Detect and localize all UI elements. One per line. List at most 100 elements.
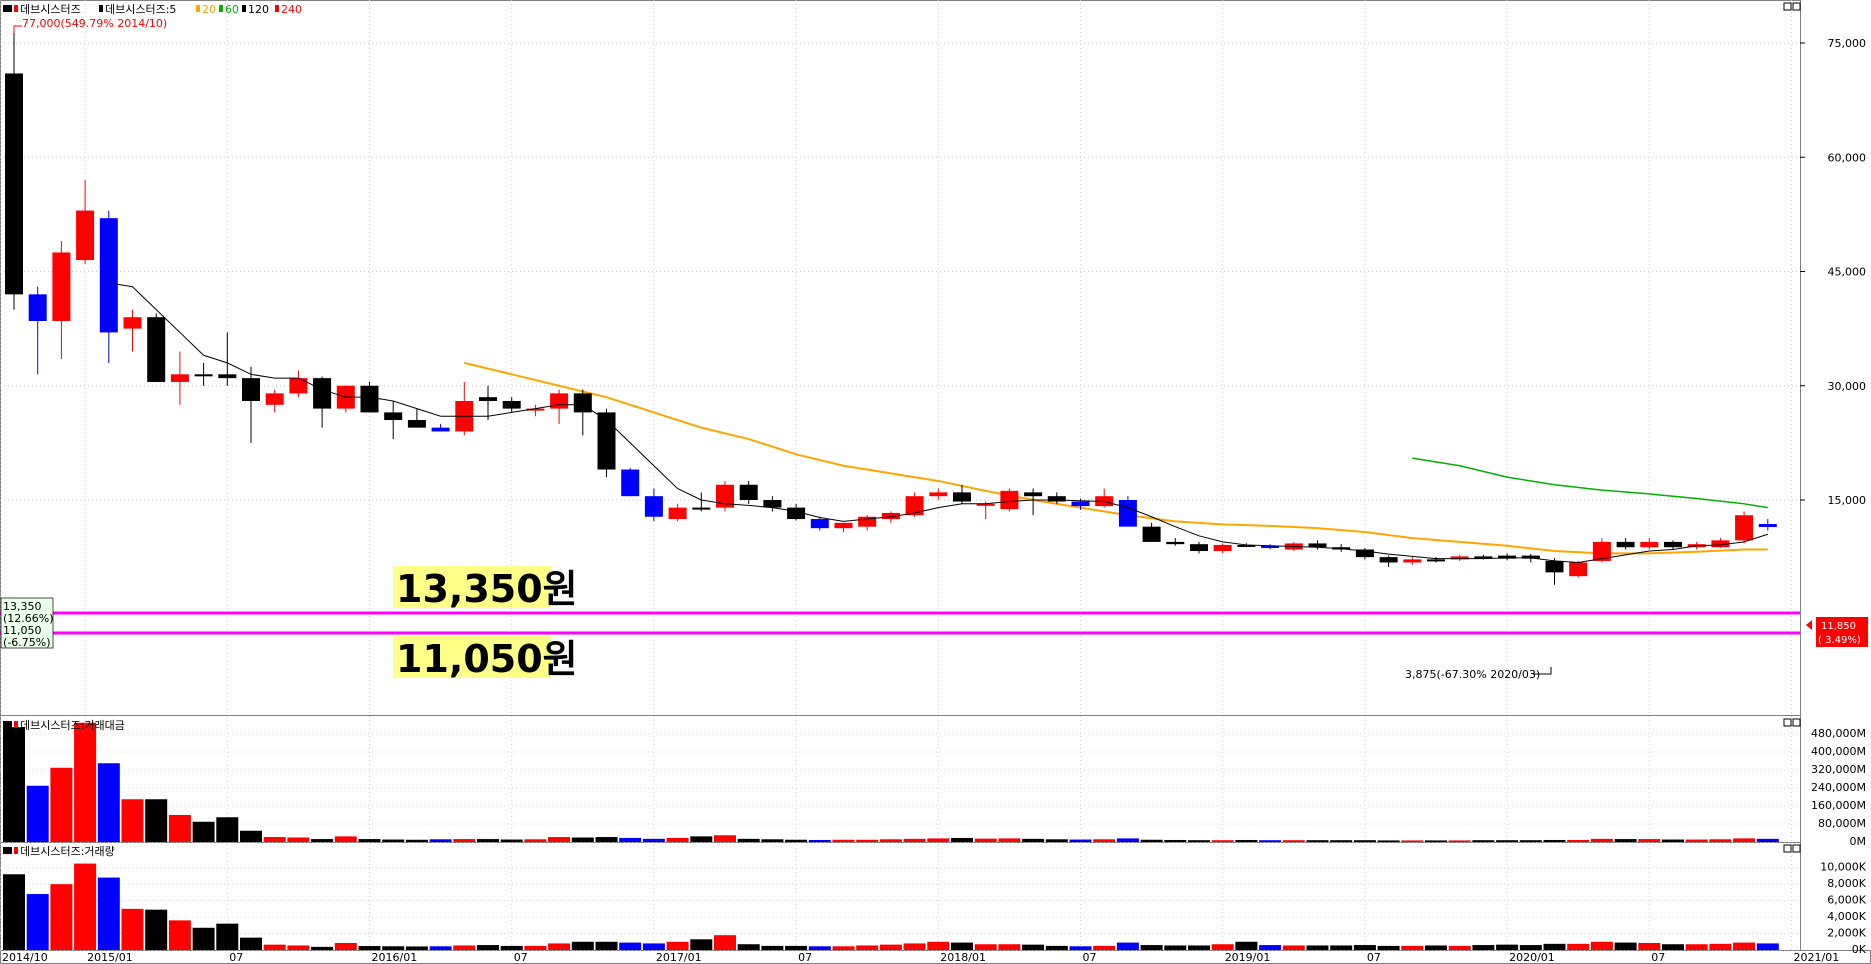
- volume-bar: [26, 894, 49, 950]
- legend-amount: 데브시스터즈:거래대금: [20, 719, 125, 732]
- current-price-arrow: [1806, 620, 1812, 630]
- volume-bar: [856, 945, 879, 950]
- candles: [5, 27, 1777, 585]
- price-tick-label: 75,000: [1828, 37, 1867, 50]
- price-legend-icon[interactable]: [3, 5, 12, 12]
- amount-bar: [974, 838, 997, 842]
- volume-bar: [1472, 945, 1495, 950]
- amount-bar: [287, 837, 310, 842]
- volume-bar: [382, 946, 405, 950]
- x-tick-label: 2014/10: [2, 951, 48, 964]
- x-tick-label: 2016/01: [372, 951, 418, 964]
- candle-body: [1521, 555, 1540, 559]
- volume-bar: [1685, 944, 1708, 950]
- amount-bar: [927, 838, 950, 842]
- volume-bar: [1116, 942, 1139, 950]
- amount-bar: [1519, 840, 1542, 842]
- ma20-line: [464, 361, 1768, 555]
- volume-bar: [1353, 945, 1376, 950]
- candle-body: [692, 507, 711, 510]
- amount-panel-frame: [0, 715, 1801, 843]
- candle-body: [644, 496, 663, 517]
- candle-body: [479, 397, 497, 401]
- volume-bar: [1140, 945, 1163, 950]
- x-tick-label: 07: [1651, 951, 1665, 964]
- left-low-pct: (-6.75%): [3, 636, 51, 649]
- volume-bar: [524, 945, 547, 950]
- amount-bar: [500, 839, 523, 842]
- amount-bar: [382, 839, 405, 842]
- volume-bar: [548, 943, 571, 950]
- price-maximize-button[interactable]: [1783, 2, 1792, 11]
- amount-bar: [785, 839, 808, 842]
- candle-body: [1427, 559, 1445, 562]
- amount-bar: [1282, 840, 1305, 842]
- amount-bar: [690, 836, 713, 842]
- amount-close-button[interactable]: [1792, 718, 1801, 727]
- volume-bar: [3, 874, 25, 950]
- candle-body: [573, 393, 592, 413]
- amount-bar: [334, 836, 357, 842]
- amount-bar: [548, 837, 571, 842]
- candle-body: [1758, 523, 1777, 528]
- volume-bar: [737, 944, 760, 950]
- candle-body: [194, 374, 213, 377]
- candle-body: [810, 519, 829, 529]
- amount-bar: [121, 799, 144, 842]
- volume-tick-label: 2,000K: [1827, 927, 1866, 940]
- volume-bar: [642, 943, 665, 950]
- amount-bar: [737, 838, 760, 842]
- volume-bars: [3, 863, 1779, 950]
- volume-bar: [405, 946, 428, 950]
- price-close-button[interactable]: [1792, 2, 1801, 11]
- amount-tick-label: 160,000M: [1811, 799, 1866, 812]
- volume-close-button[interactable]: [1792, 844, 1801, 853]
- candle-body: [313, 378, 332, 409]
- candle-body: [526, 408, 545, 411]
- amount-bar: [1685, 839, 1708, 842]
- candle-body: [407, 420, 426, 428]
- min-annotation: 3,875(-67.30% 2020/03): [1405, 668, 1540, 681]
- amount-bar: [1022, 838, 1045, 842]
- volume-bar: [97, 877, 120, 950]
- volume-bar: [714, 935, 736, 950]
- label-low: 11,050원: [396, 637, 578, 681]
- volume-bar: [168, 920, 191, 950]
- amount-bar: [903, 838, 926, 842]
- amount-bar: [311, 839, 334, 842]
- candle-body: [1261, 545, 1280, 548]
- volume-bar: [429, 946, 452, 950]
- amount-bar: [358, 839, 381, 842]
- candle-body: [265, 393, 284, 405]
- volume-bar: [1282, 945, 1305, 950]
- volume-bar: [1069, 946, 1092, 950]
- candle-body: [1024, 492, 1043, 497]
- amount-bar: [1306, 840, 1329, 842]
- amount-bars: [3, 722, 1779, 842]
- amount-bar: [1069, 839, 1092, 842]
- volume-legend: 데브시스터즈:거래량: [3, 845, 115, 858]
- candle-body: [976, 503, 995, 506]
- volume-bar: [1093, 945, 1116, 950]
- amount-maximize-button[interactable]: [1783, 718, 1792, 727]
- candle-body: [5, 73, 23, 295]
- x-axis-labels: 2014/10 2015/01 07 2016/01 07 2017/01 07 2018/0…: [2, 951, 1839, 964]
- volume-bar: [1662, 944, 1684, 950]
- amount-bar: [666, 837, 689, 842]
- volume-bar: [240, 937, 262, 950]
- volume-bar: [1330, 945, 1353, 950]
- amount-legend-icon[interactable]: [3, 721, 12, 728]
- amount-bar: [714, 835, 736, 842]
- amount-bar: [1709, 839, 1732, 842]
- volume-bar: [1756, 943, 1779, 950]
- volume-bar: [121, 908, 144, 950]
- amount-bar: [1045, 839, 1068, 842]
- volume-legend-icon[interactable]: [3, 847, 12, 854]
- candle-body: [881, 512, 900, 520]
- amount-bar: [1543, 839, 1566, 842]
- volume-maximize-button[interactable]: [1783, 844, 1792, 853]
- amount-bar: [477, 839, 499, 842]
- candle-body: [1047, 496, 1066, 502]
- amount-bar: [1330, 840, 1353, 842]
